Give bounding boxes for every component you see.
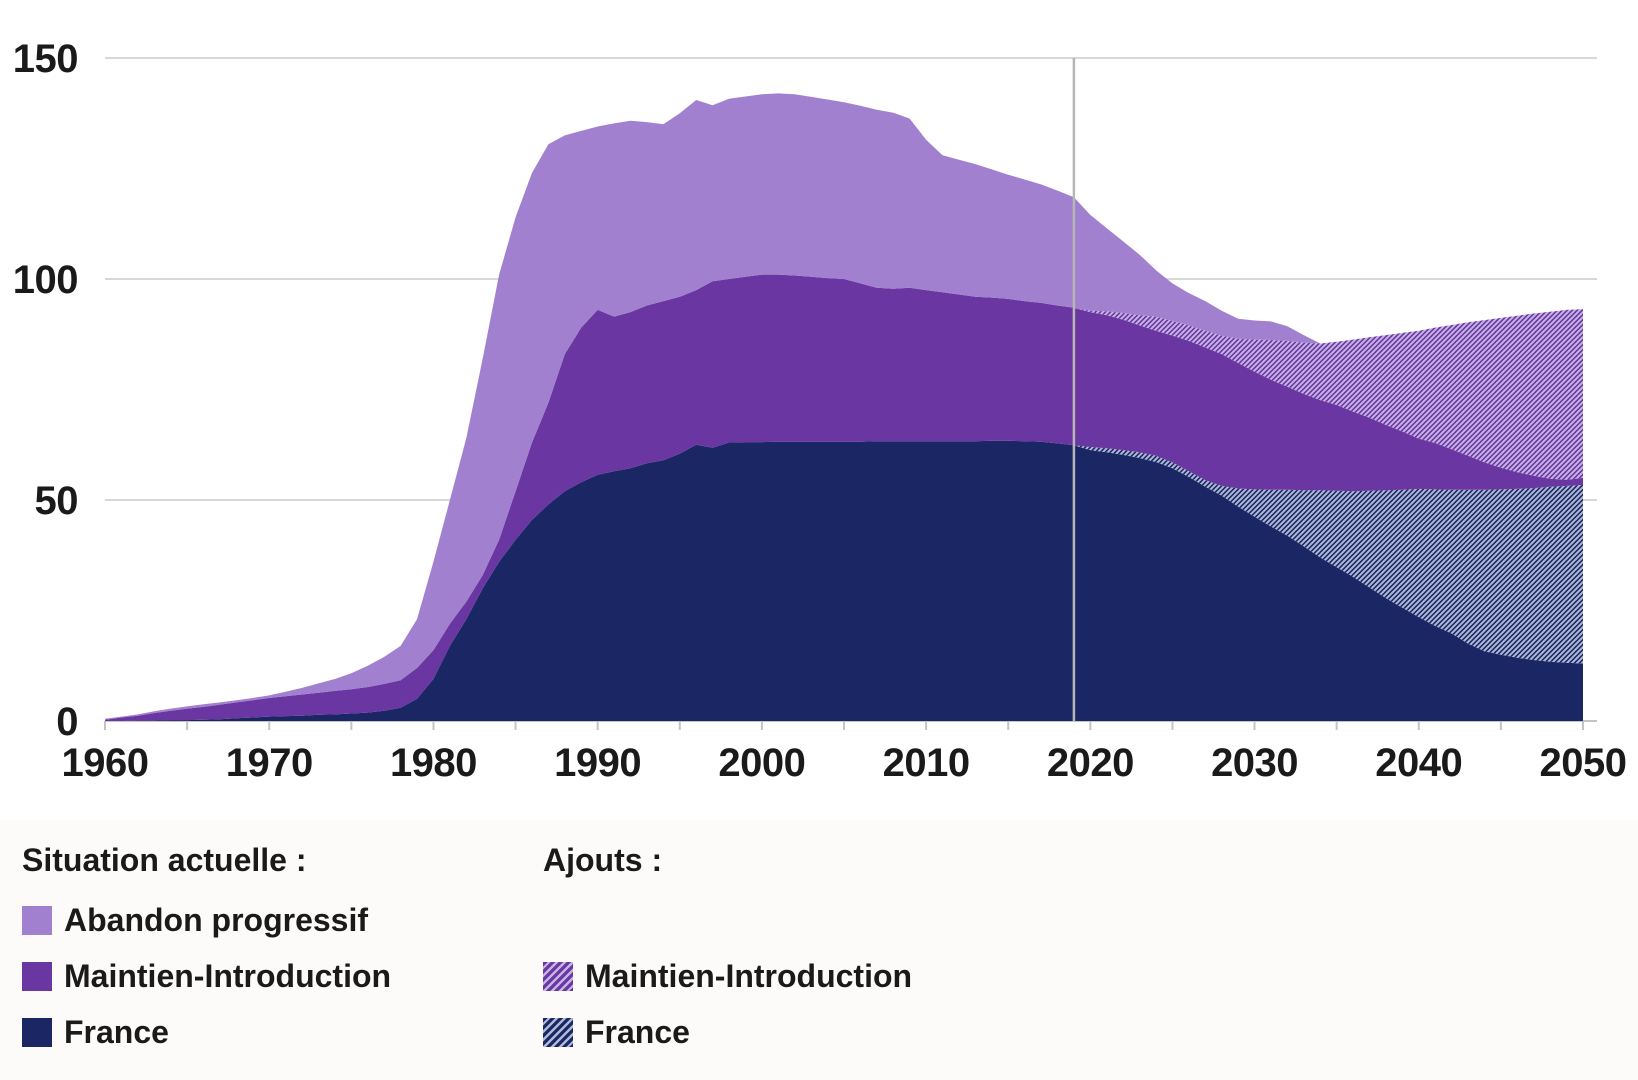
x-axis-label: 2020: [1047, 741, 1134, 785]
x-axis-label: 2040: [1375, 741, 1462, 785]
chart-legend: Situation actuelle : Abandon progressif …: [0, 820, 1638, 1080]
legend-item-label: Abandon progressif: [64, 901, 369, 938]
x-axis-ticks: [104, 721, 1584, 730]
y-axis-labels: 0 50 100 150: [13, 37, 79, 744]
x-axis-label: 1980: [390, 741, 477, 785]
x-axis-label: 1970: [226, 741, 313, 785]
x-axis-labels: 1960 1970 1980 1990 2000 2010 2020 2030 2040 2050: [62, 741, 1627, 785]
legend-item-label: France: [64, 1013, 169, 1050]
y-axis-label: 100: [13, 258, 78, 302]
y-axis-label: 50: [35, 479, 79, 523]
legend-item-label: Maintien-Introduction: [585, 957, 913, 994]
x-axis-label: 2030: [1211, 741, 1298, 785]
x-axis-label: 1960: [62, 741, 149, 785]
y-axis-label: 150: [13, 37, 78, 81]
abandon-progressif-swatch-icon: [22, 905, 52, 935]
area-abandon: [105, 93, 1583, 720]
legend-group-title: Situation actuelle :: [22, 842, 307, 878]
legend-item-label: France: [585, 1013, 690, 1050]
maintien-introduction-swatch-icon: [22, 961, 52, 991]
chart-canvas: 0 50 100 150 1960 1970 1980 1990 2000 2010 2020 203…: [13, 37, 1627, 785]
legend-item-maintien-introduction: Maintien-Introduction: [22, 956, 391, 996]
ajouts-france-hatch-swatch-icon: [543, 1017, 573, 1047]
x-axis-label: 1990: [554, 741, 641, 785]
area-series: [105, 93, 1583, 721]
x-axis-label: 2050: [1540, 741, 1627, 785]
legend-item-france: France: [22, 1012, 169, 1052]
area-maintien: [105, 274, 1583, 721]
legend-item-abandon-progressif: Abandon progressif: [22, 900, 368, 940]
y-axis-label: 0: [56, 700, 78, 744]
france-swatch-icon: [22, 1017, 52, 1047]
legend-item-ajouts-maintien-introduction: Maintien-Introduction: [543, 956, 912, 996]
legend-column-additions: Ajouts : Maintien-Introduction France: [543, 842, 1043, 1072]
legend-item-label: Maintien-Introduction: [64, 957, 392, 994]
x-axis-label: 2010: [883, 741, 970, 785]
stacked-area-chart: 0 50 100 150 1960 1970 1980 1990 2000 2010 2020 203…: [13, 37, 1627, 785]
legend-group-title: Ajouts :: [543, 842, 663, 878]
legend-item-ajouts-france: France: [543, 1012, 690, 1052]
ajouts-maintien-hatch-swatch-icon: [543, 961, 573, 991]
x-axis-label: 2000: [718, 741, 805, 785]
area-france: [105, 440, 1583, 721]
legend-column-current: Situation actuelle : Abandon progressif …: [22, 842, 502, 1072]
